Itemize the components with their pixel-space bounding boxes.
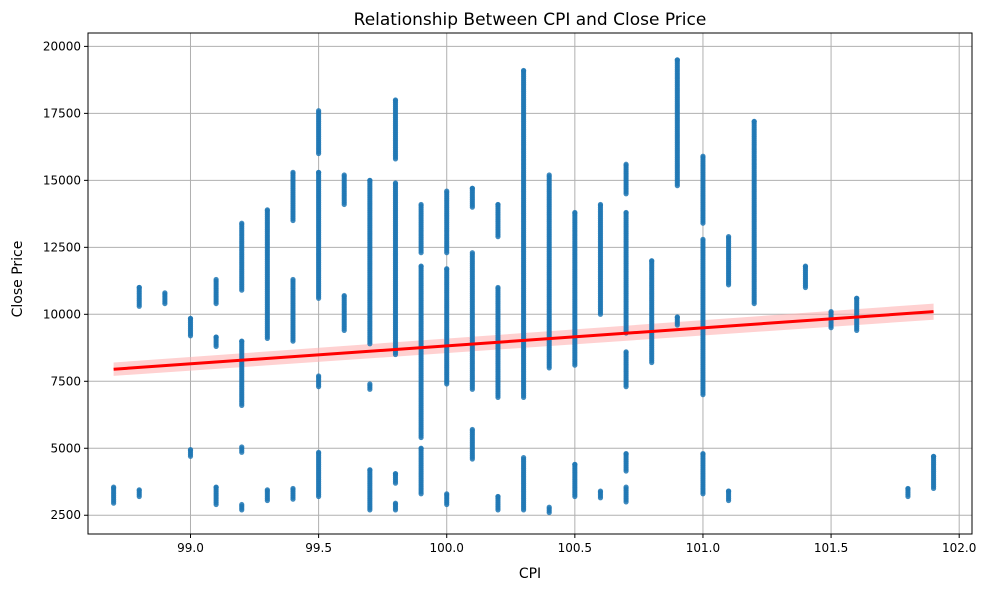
x-tick-label: 102.0 [942,541,976,555]
data-point [725,488,732,494]
data-point [495,201,501,208]
data-point [367,381,373,387]
data-point [239,501,245,508]
y-tick-label: 20000 [43,39,81,53]
data-point [213,276,219,283]
data-point [469,185,475,191]
data-point [136,284,142,291]
data-point [316,169,322,175]
data-point [700,153,706,159]
grid [88,33,972,534]
data-point [392,180,399,186]
plot-frame [87,32,973,535]
data-point [444,491,450,497]
data-point [367,177,373,183]
data-point [623,451,629,457]
data-point [930,453,937,459]
data-point [597,201,604,208]
data-point [136,487,142,493]
data-point [597,488,604,494]
data-point [520,67,527,74]
regression-line [113,310,934,371]
data-point [623,209,629,216]
data-point [444,188,450,194]
y-axis-title: Close Price [10,241,26,318]
data-point [316,108,322,114]
data-point [572,209,578,216]
data-point [418,201,424,208]
data-point [623,484,629,490]
data-point [802,263,809,269]
data-point [520,455,527,461]
data-point [674,57,680,63]
data-point [495,493,501,500]
chart-title: Relationship Between CPI and Close Price [354,10,707,30]
data-point [469,426,475,433]
data-point [316,449,322,455]
data-point [392,97,399,103]
data-point [341,292,347,299]
data-point [546,172,552,178]
x-axis-title: CPI [519,566,541,582]
data-point [111,484,117,490]
data-point [187,315,194,321]
data-point [239,220,245,226]
data-point [623,161,629,167]
data-point [700,451,706,457]
data-point [290,276,296,283]
x-tick-label: 100.5 [558,541,592,555]
y-tick-label: 17500 [43,106,81,120]
data-point [469,250,475,256]
data-point [392,471,399,477]
y-tick-label: 2500 [50,508,81,522]
y-tick-label: 5000 [50,441,81,455]
x-tick-label: 99.5 [305,541,332,555]
y-tick-label: 10000 [43,307,81,321]
y-tick-label: 7500 [50,374,81,388]
data-point [649,258,655,264]
data-point [341,172,347,178]
x-tick-label: 100.0 [430,541,464,555]
x-tick-label: 101.0 [686,541,720,555]
data-point [623,349,629,355]
data-point [213,334,219,340]
y-tick-label: 12500 [43,240,81,254]
data-point [751,118,757,125]
x-tick-label: 99.0 [177,541,204,555]
data-point [572,461,578,467]
data-point [828,309,834,315]
data-point [367,467,373,473]
data-point [444,266,450,272]
x-axis-ticks: 99.0 99.5 100.0 100.5 101.0 101.5 102.0 [177,534,976,555]
x-tick-label: 101.5 [814,541,848,555]
data-point [213,484,219,490]
data-point [290,169,296,175]
data-points [111,57,937,516]
y-axis-ticks: 2500 5000 7500 10000 12500 15000 17500 20000 [43,39,88,522]
data-point [239,444,245,450]
regression-layer [113,310,934,371]
data-point [546,504,552,510]
data-point [264,487,270,493]
data-point [905,485,911,492]
data-point [239,338,245,344]
data-point [290,485,296,492]
data-point [418,445,424,451]
data-point [854,295,860,301]
data-point [162,290,168,296]
data-point [725,234,732,240]
data-point [187,447,194,453]
data-point [700,236,706,242]
y-tick-label: 15000 [43,173,81,187]
data-point [674,314,680,320]
data-point [316,373,322,379]
data-point [392,500,399,506]
data-point [418,263,424,269]
data-point [495,284,501,291]
data-point [264,207,270,213]
